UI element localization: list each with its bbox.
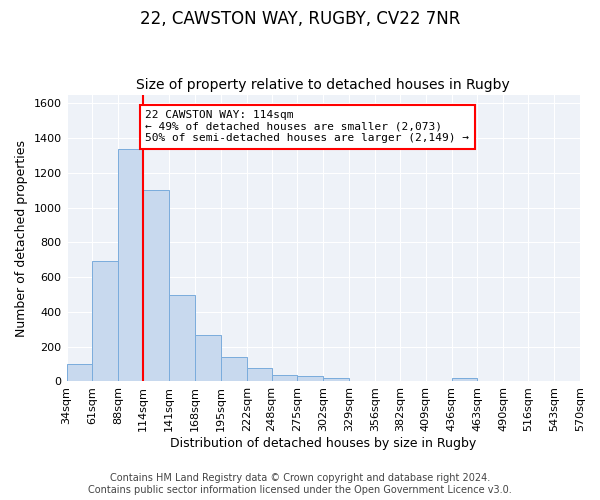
Bar — [323, 378, 349, 382]
Bar — [143, 190, 169, 382]
Bar — [67, 364, 92, 382]
Bar — [298, 376, 323, 382]
Bar — [247, 368, 272, 382]
Bar — [195, 334, 221, 382]
Bar — [452, 378, 478, 382]
Bar — [92, 260, 118, 382]
Text: Contains HM Land Registry data © Crown copyright and database right 2024.
Contai: Contains HM Land Registry data © Crown c… — [88, 474, 512, 495]
Bar — [118, 150, 143, 382]
Title: Size of property relative to detached houses in Rugby: Size of property relative to detached ho… — [136, 78, 510, 92]
Text: 22, CAWSTON WAY, RUGBY, CV22 7NR: 22, CAWSTON WAY, RUGBY, CV22 7NR — [140, 10, 460, 28]
Text: 22 CAWSTON WAY: 114sqm
← 49% of detached houses are smaller (2,073)
50% of semi-: 22 CAWSTON WAY: 114sqm ← 49% of detached… — [145, 110, 469, 144]
Y-axis label: Number of detached properties: Number of detached properties — [15, 140, 28, 336]
Bar — [169, 296, 195, 382]
Bar — [272, 376, 298, 382]
Bar — [221, 357, 247, 382]
X-axis label: Distribution of detached houses by size in Rugby: Distribution of detached houses by size … — [170, 437, 476, 450]
